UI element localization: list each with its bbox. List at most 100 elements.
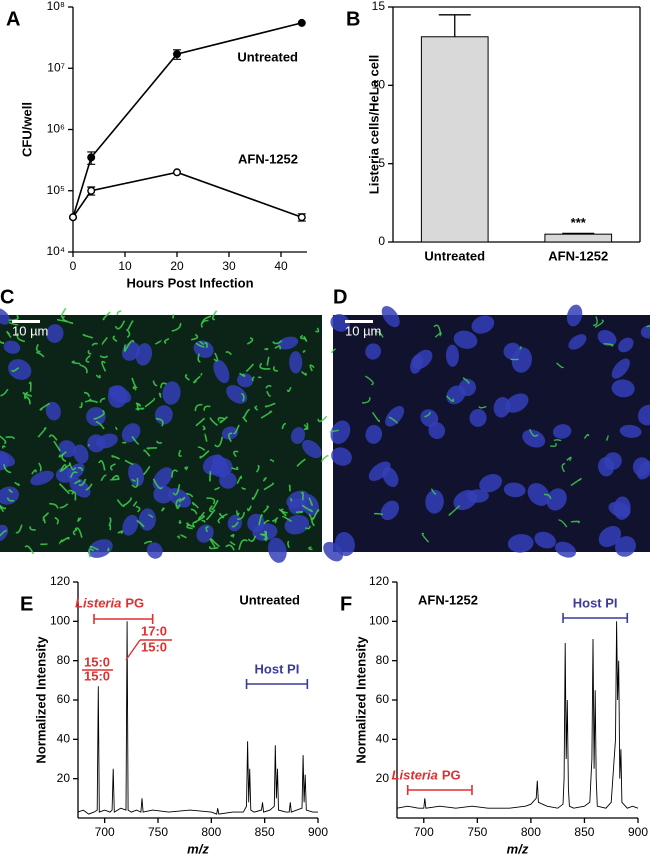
nucleus (453, 490, 478, 511)
bacteria (274, 517, 279, 521)
bacteria (583, 433, 590, 439)
bacteria (245, 363, 255, 373)
annotation: AFN-1252 (418, 592, 478, 607)
bacteria (31, 469, 37, 475)
nucleus (611, 358, 630, 379)
bacteria (364, 375, 374, 386)
bacteria (290, 497, 293, 502)
bacteria (131, 435, 140, 445)
bacteria (95, 420, 105, 430)
nucleus (568, 334, 587, 350)
y-tick-label: 10⁶ (47, 122, 65, 136)
bacteria (286, 386, 292, 393)
bacteria (304, 525, 311, 530)
nucleus (511, 347, 532, 373)
y-tick-label: 10⁸ (47, 0, 65, 13)
data-point (297, 213, 306, 222)
nucleus (566, 304, 583, 327)
bacteria (362, 397, 371, 404)
bracket (406, 785, 473, 795)
bacteria (78, 478, 87, 487)
bacteria (54, 516, 59, 525)
nucleus (268, 537, 287, 563)
y-axis-label: CFU/well (19, 102, 34, 157)
x-tick-label: 900 (628, 825, 648, 839)
y-tick-label: 20 (376, 771, 390, 785)
panel-letter: B (346, 8, 360, 30)
data-point (172, 168, 181, 177)
bacteria (152, 478, 163, 490)
bacteria (79, 364, 88, 374)
data-point (297, 18, 306, 27)
bacteria (211, 310, 218, 321)
bacteria (266, 390, 272, 397)
bacteria (184, 373, 190, 381)
bacteria (225, 351, 232, 356)
nucleus (213, 359, 230, 384)
bacteria (72, 528, 78, 536)
bacteria (246, 337, 254, 345)
bacteria (281, 422, 287, 430)
bacteria (262, 477, 267, 482)
bacteria (36, 351, 45, 358)
bacteria (71, 360, 81, 365)
bacteria (553, 439, 562, 442)
nucleus (330, 420, 351, 444)
y-axis-label: Normalized Intensity (33, 636, 48, 764)
nucleus (196, 524, 214, 543)
bacteria (155, 339, 162, 345)
bacteria (209, 417, 219, 427)
bacteria (16, 332, 26, 343)
bacteria (158, 392, 162, 398)
bacteria (124, 459, 134, 465)
bacteria (143, 449, 151, 457)
bacteria (6, 330, 12, 339)
bacteria (186, 492, 194, 498)
bacteria (102, 311, 111, 321)
bacteria (312, 509, 320, 520)
bacteria (242, 416, 248, 423)
bacteria (274, 345, 281, 350)
bacteria (195, 417, 206, 427)
bacteria (241, 487, 246, 490)
bacteria (510, 358, 520, 361)
bacteria (208, 545, 219, 550)
x-axis-label: m/z (187, 841, 209, 855)
nucleus (603, 452, 622, 470)
bacteria (99, 355, 109, 359)
y-tick-label: 40 (57, 732, 71, 746)
nucleus (597, 330, 617, 347)
bacteria (114, 426, 118, 431)
bacteria (49, 502, 59, 509)
nucleus (380, 500, 400, 521)
bacteria (109, 463, 116, 471)
bacteria (58, 451, 67, 458)
nucleus (330, 314, 350, 332)
x-tick-label: 700 (414, 825, 434, 839)
bacteria (519, 346, 522, 350)
nucleus (0, 308, 10, 325)
bacteria (238, 539, 248, 550)
bacteria (570, 478, 582, 487)
bacteria (209, 538, 216, 548)
bacteria (68, 462, 77, 471)
significance: *** (571, 215, 587, 230)
x-tick-label: 0 (70, 259, 77, 273)
bacteria (211, 499, 219, 511)
y-tick-label: 100 (369, 614, 389, 628)
nucleus (365, 424, 383, 444)
y-tick-label: 40 (376, 732, 390, 746)
bacteria (172, 484, 181, 496)
bacteria (156, 440, 163, 444)
bacteria (24, 545, 35, 555)
bacteria (175, 498, 182, 507)
bacteria (260, 533, 268, 542)
bacteria (300, 491, 304, 501)
bacteria (570, 520, 581, 524)
data-point (172, 50, 181, 59)
bacteria (202, 425, 206, 431)
bacteria (87, 443, 90, 447)
bacteria (0, 435, 7, 445)
bacteria (5, 436, 15, 440)
bracket-label: PG (125, 595, 144, 610)
